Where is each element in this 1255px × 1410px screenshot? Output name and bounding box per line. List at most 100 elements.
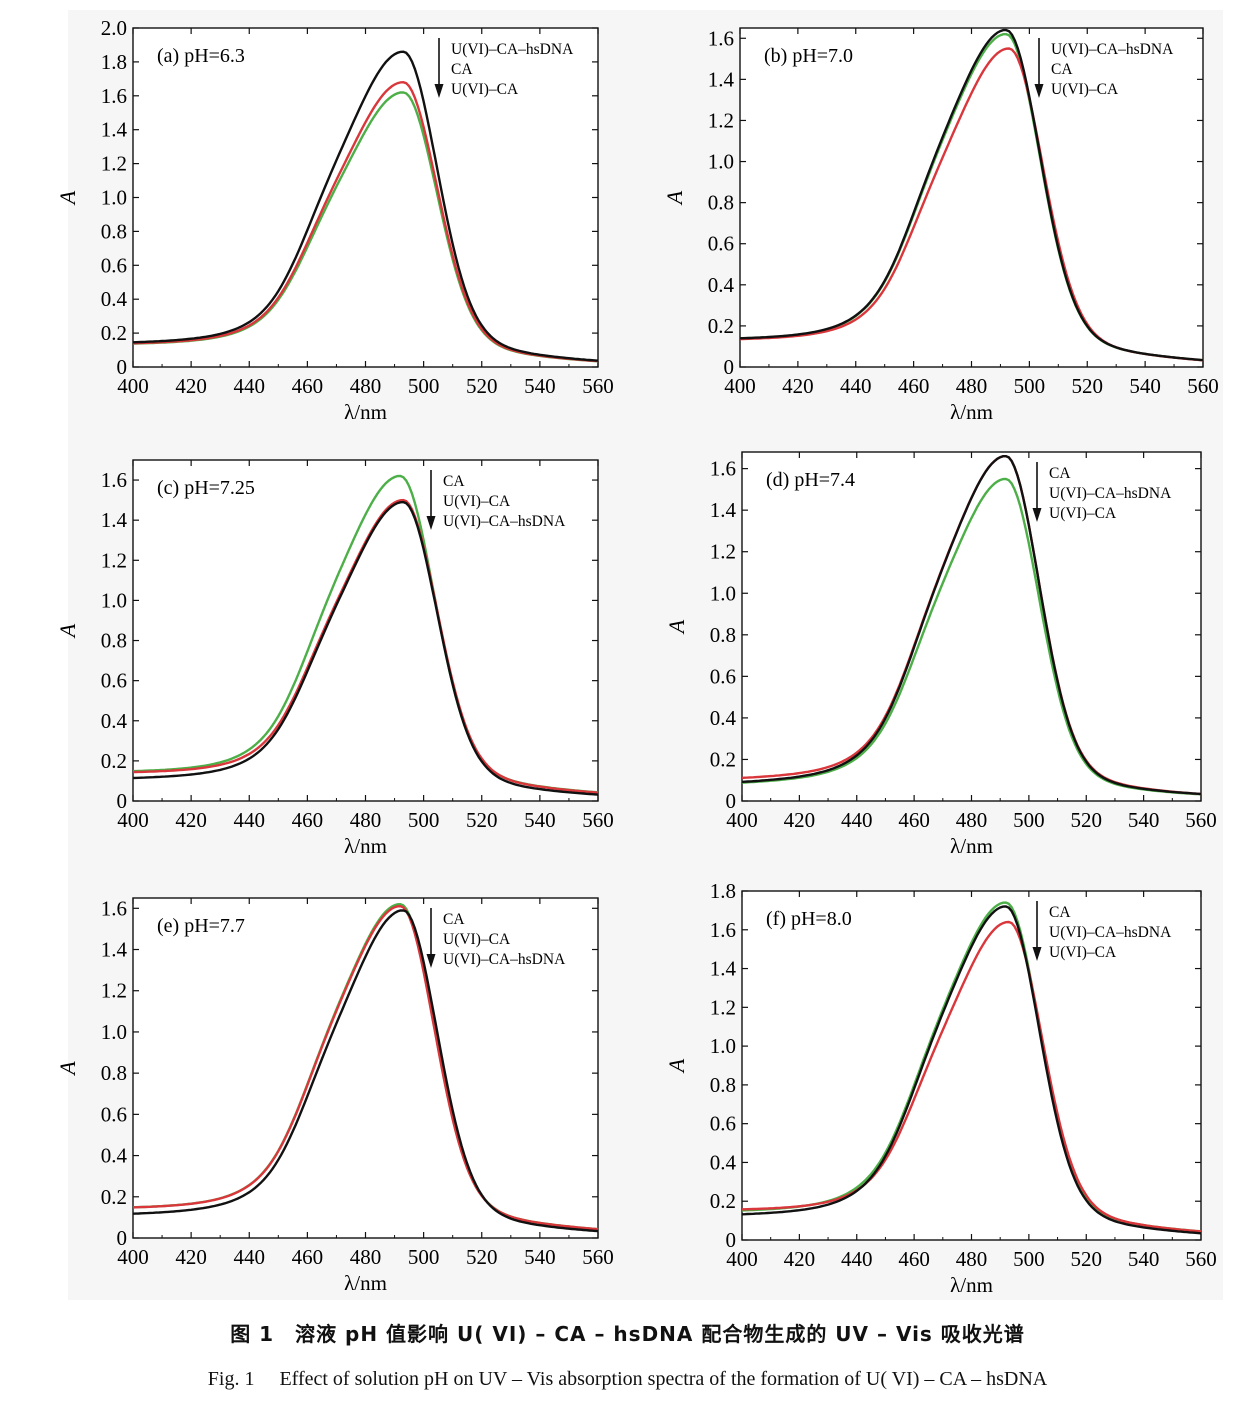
x-tick-label: 540 xyxy=(1128,808,1160,832)
x-tick-label: 520 xyxy=(466,808,498,832)
plot-frame xyxy=(132,459,599,802)
legend-entry: CA xyxy=(443,911,465,928)
legend-arrowhead xyxy=(1032,508,1042,522)
y-tick-label: 1.0 xyxy=(101,588,127,612)
y-tick-label: 0 xyxy=(726,1228,737,1252)
y-tick-label: 1.4 xyxy=(101,938,128,962)
figure: 400 420 440 460 480 500 520 540 560 0 0.2 0.4 0.6 0.8… xyxy=(55,16,1219,1297)
y-tick-label: 1.2 xyxy=(101,979,127,1003)
x-tick-label: 520 xyxy=(1071,1247,1103,1271)
y-tick-label: 0 xyxy=(117,1226,128,1250)
x-tick-label: 440 xyxy=(234,374,266,398)
y-axis-label: A xyxy=(664,1058,689,1074)
panel-label: (c) pH=7.25 xyxy=(157,477,255,499)
y-tick-label: 1.6 xyxy=(710,918,736,942)
y-tick-label: 1.2 xyxy=(708,108,734,132)
x-tick-label: 420 xyxy=(175,1245,207,1269)
x-tick-label: 540 xyxy=(524,1245,556,1269)
x-tick-label: 500 xyxy=(408,808,440,832)
y-tick-label: 0.4 xyxy=(101,1144,128,1168)
x-tick-label: 420 xyxy=(175,374,207,398)
y-tick-label: 1.4 xyxy=(708,67,735,91)
y-tick-label: 1.6 xyxy=(101,468,127,492)
plot-frame xyxy=(132,897,599,1239)
x-tick-label: 480 xyxy=(956,374,988,398)
panel-label: (b) pH=7.0 xyxy=(764,45,853,67)
y-tick-label: 0.2 xyxy=(101,749,127,773)
x-tick-label: 500 xyxy=(408,1245,440,1269)
x-tick-label: 520 xyxy=(466,1245,498,1269)
x-tick-label: 480 xyxy=(956,1247,988,1271)
y-tick-label: 0.4 xyxy=(710,706,737,730)
y-tick-label: 1.8 xyxy=(710,879,736,903)
y-tick-label: 1.0 xyxy=(708,150,734,174)
x-tick-label: 400 xyxy=(117,808,149,832)
y-tick-label: 1.4 xyxy=(101,118,128,142)
y-tick-label: 0.4 xyxy=(101,287,128,311)
legend-entry: U(VI)–CA xyxy=(1049,505,1117,522)
x-tick-label: 500 xyxy=(1013,1247,1045,1271)
series-line-ca xyxy=(132,904,599,1231)
y-tick-label: 0.4 xyxy=(708,273,735,297)
x-tick-label: 560 xyxy=(582,374,614,398)
x-tick-label: 460 xyxy=(292,808,324,832)
y-axis-label: A xyxy=(55,623,80,639)
y-tick-label: 0.8 xyxy=(101,219,127,243)
x-tick-label: 420 xyxy=(784,1247,816,1271)
legend-entry: U(VI)–CA–hsDNA xyxy=(443,513,566,530)
figure-caption-english: Fig. 1 Effect of solution pH on UV – Vis… xyxy=(207,1368,1048,1390)
figure-caption-chinese: 图 1 溶液 pH 值影响 U( VI) – CA – hsDNA 配合物生成的… xyxy=(230,1322,1025,1346)
x-tick-label: 420 xyxy=(784,808,816,832)
y-tick-label: 0.2 xyxy=(710,1189,736,1213)
y-tick-label: 1.6 xyxy=(101,84,127,108)
y-tick-label: 1.4 xyxy=(710,957,737,981)
y-axis-label: A xyxy=(662,190,687,206)
y-tick-label: 0.2 xyxy=(710,747,736,771)
y-tick-label: 0.8 xyxy=(710,623,736,647)
x-tick-label: 460 xyxy=(898,374,930,398)
y-tick-label: 0 xyxy=(117,789,128,813)
y-tick-label: 1.0 xyxy=(101,1020,127,1044)
x-axis-label: λ/nm xyxy=(950,1273,993,1297)
legend-arrowhead xyxy=(426,954,436,968)
plot-frame xyxy=(741,451,1202,802)
y-tick-label: 0.8 xyxy=(710,1073,736,1097)
legend-arrowhead xyxy=(426,516,436,530)
y-tick-label: 1.4 xyxy=(101,508,128,532)
x-tick-label: 560 xyxy=(1187,374,1219,398)
y-tick-label: 1.6 xyxy=(708,26,734,50)
panel-label: (a) pH=6.3 xyxy=(157,45,245,67)
y-tick-label: 0 xyxy=(726,789,737,813)
x-tick-label: 480 xyxy=(350,374,382,398)
legend-entry: CA xyxy=(1049,465,1071,482)
legend-entry: U(VI)–CA xyxy=(1051,81,1119,98)
panel-c: 400 420 440 460 480 500 520 540 560 0 0.2 0.4 0.6 0.8… xyxy=(55,459,614,858)
panel-b: 400 420 440 460 480 500 520 540 560 0 0.2 0.4 0.6 0.8… xyxy=(662,26,1219,424)
x-tick-label: 500 xyxy=(1013,808,1045,832)
x-tick-label: 400 xyxy=(724,374,756,398)
series-line-u-vi-ca-hsdna xyxy=(739,28,1204,362)
y-tick-label: 0 xyxy=(117,355,128,379)
x-tick-label: 400 xyxy=(726,808,758,832)
x-tick-label: 520 xyxy=(1071,808,1103,832)
x-tick-label: 520 xyxy=(466,374,498,398)
x-tick-label: 500 xyxy=(408,374,440,398)
x-tick-label: 520 xyxy=(1072,374,1104,398)
x-tick-label: 400 xyxy=(117,1245,149,1269)
y-tick-label: 0.6 xyxy=(710,1112,736,1136)
y-tick-label: 0.8 xyxy=(101,1061,127,1085)
y-tick-label: 0.2 xyxy=(101,1185,127,1209)
y-tick-label: 0.2 xyxy=(708,314,734,338)
x-tick-label: 440 xyxy=(841,808,873,832)
legend-entry: CA xyxy=(443,473,465,490)
plot-frame xyxy=(739,27,1204,368)
legend-entry: CA xyxy=(1051,61,1073,78)
x-tick-label: 540 xyxy=(1128,1247,1160,1271)
y-tick-label: 1.0 xyxy=(101,186,127,210)
y-tick-label: 1.6 xyxy=(710,457,736,481)
panel-e: 400 420 440 460 480 500 520 540 560 0 0.2 0.4 0.6 0.8… xyxy=(55,896,614,1295)
legend-entry: CA xyxy=(451,61,473,78)
y-tick-label: 1.2 xyxy=(710,995,736,1019)
panel-label: (f) pH=8.0 xyxy=(766,908,852,930)
series-line-u-vi-ca-hsdna xyxy=(741,455,1202,796)
